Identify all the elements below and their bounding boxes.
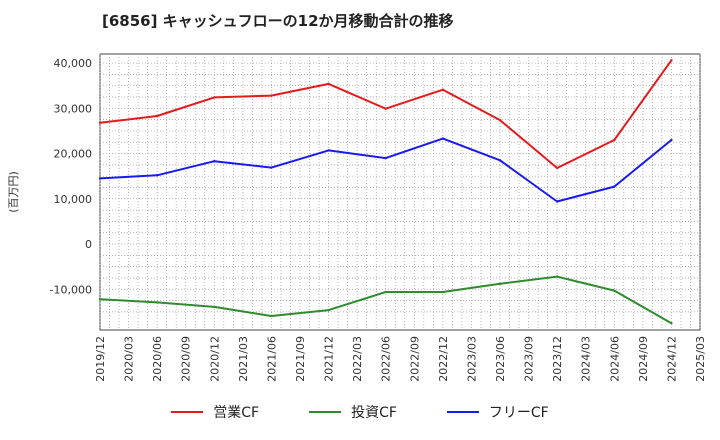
data-point [213, 305, 216, 309]
data-point [498, 159, 502, 162]
legend-label: 投資CF [351, 405, 397, 421]
x-tick-label: 2021/09 [294, 336, 307, 382]
data-point [270, 166, 273, 169]
y-tick-label: 20,000 [54, 148, 93, 161]
data-point [384, 107, 387, 110]
x-tick-label: 2021/03 [237, 336, 250, 382]
x-tick-label: 2020/09 [180, 336, 193, 382]
legend-label: 営業CF [213, 405, 260, 421]
x-tick-label: 2020/03 [123, 336, 136, 382]
data-point [670, 59, 673, 62]
x-tick-label: 2019/12 [94, 336, 107, 382]
data-point [155, 301, 159, 304]
data-point [155, 114, 159, 118]
legend-label: フリーCF [488, 405, 549, 421]
data-point [98, 298, 102, 301]
chart-title: [6856] キャッシュフローの12か月移動合計の推移 [102, 12, 454, 30]
x-tick-label: 2023/03 [465, 336, 478, 382]
x-tick-label: 2022/03 [351, 336, 364, 382]
data-point [441, 290, 445, 294]
x-tick-label: 2022/09 [408, 336, 421, 382]
data-point [555, 200, 559, 203]
data-point [613, 185, 616, 188]
x-tick-label: 2020/06 [151, 336, 164, 382]
chart-legend: 営業CF 投資CF フリーCF [0, 402, 720, 422]
data-point [270, 314, 273, 318]
data-point [327, 82, 330, 86]
data-point [555, 166, 559, 170]
x-tick-label: 2022/12 [437, 336, 450, 382]
data-point [327, 149, 330, 152]
data-point [270, 94, 273, 97]
legend-swatch [171, 411, 204, 413]
x-tick-label: 2024/06 [608, 336, 621, 382]
data-point [613, 289, 616, 292]
data-point [98, 177, 102, 180]
x-tick-label: 2024/03 [580, 336, 593, 382]
legend-item: 営業CF [171, 402, 259, 422]
data-point [670, 138, 673, 142]
data-point [498, 282, 502, 286]
y-tick-label: -10,000 [50, 283, 92, 296]
data-point [384, 156, 387, 160]
data-point [213, 160, 216, 163]
x-tick-label: 2020/12 [208, 336, 221, 382]
y-axis-label: (百万円) [7, 171, 20, 213]
x-tick-label: 2025/03 [694, 336, 707, 382]
data-point [670, 322, 673, 325]
data-point [613, 138, 616, 142]
legend-item: 投資CF [309, 402, 397, 422]
x-tick-label: 2021/06 [265, 336, 278, 382]
y-tick-label: 0 [85, 238, 92, 251]
x-tick-label: 2023/09 [523, 336, 536, 382]
x-tick-label: 2023/06 [494, 336, 507, 382]
data-point [384, 290, 387, 294]
data-point [327, 308, 330, 312]
y-tick-label: 10,000 [54, 193, 93, 206]
data-point [155, 174, 159, 177]
data-point [555, 275, 559, 278]
y-tick-label: 40,000 [54, 57, 93, 70]
data-point [441, 88, 445, 91]
x-tick-label: 2023/12 [551, 336, 564, 382]
data-point [213, 96, 216, 99]
data-point [98, 121, 102, 124]
x-tick-label: 2024/12 [665, 336, 678, 382]
legend-swatch [446, 411, 479, 413]
legend-item: フリーCF [446, 402, 549, 422]
y-tick-label: 30,000 [54, 102, 93, 115]
x-tick-label: 2021/12 [323, 336, 336, 382]
legend-swatch [309, 411, 342, 413]
x-tick-label: 2022/06 [380, 336, 393, 382]
data-point [498, 118, 502, 122]
x-tick-label: 2024/09 [637, 336, 650, 382]
data-point [441, 137, 445, 140]
